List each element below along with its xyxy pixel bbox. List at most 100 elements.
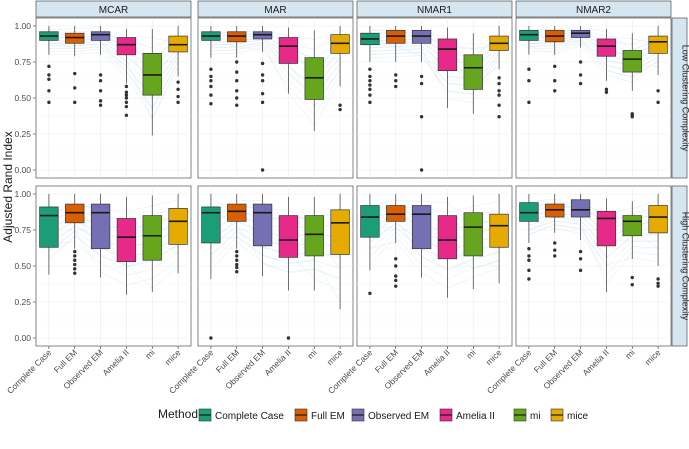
spaghetti-line	[48, 51, 179, 119]
box-full-em	[227, 194, 247, 274]
outlier-point	[527, 268, 531, 273]
box-iqr	[252, 203, 273, 247]
box-mice	[489, 26, 509, 119]
spaghetti-line	[210, 236, 341, 269]
outlier-point	[73, 100, 77, 105]
legend-label: Observed EM	[368, 411, 429, 422]
column-strip	[197, 0, 354, 18]
box-observed-em	[90, 194, 111, 278]
outlier-point	[656, 284, 660, 288]
outlier-point	[497, 93, 501, 97]
x-tick-label: Amelia II	[421, 347, 451, 377]
outlier-point	[578, 257, 583, 261]
x-tick-label: mi	[305, 347, 318, 360]
x-tick-label: mice	[325, 347, 345, 367]
outlier-point	[235, 262, 239, 267]
facet-panel	[35, 185, 192, 347]
box-observed-em	[570, 26, 591, 86]
y-tick-label: 0.50	[14, 93, 31, 103]
box-full-em	[386, 26, 406, 89]
outlier-point	[260, 91, 265, 96]
outlier-point	[527, 100, 531, 105]
box-iqr	[330, 209, 350, 255]
legend-label: mi	[530, 411, 541, 422]
outlier-point	[527, 67, 531, 71]
outlier-point	[656, 277, 660, 281]
box-full-em	[545, 194, 565, 258]
outlier-point	[235, 79, 239, 83]
outlier-point	[630, 275, 634, 280]
legend-label: mice	[567, 411, 589, 422]
box-observed-em	[570, 194, 591, 273]
y-tick-label: 1.00	[14, 21, 31, 31]
outlier-point	[235, 265, 239, 270]
box-complete-case	[201, 26, 221, 106]
row-strip	[671, 17, 688, 179]
box-mi	[142, 195, 162, 292]
spaghetti-line	[210, 46, 341, 117]
outlier-point	[98, 73, 103, 77]
outlier-point	[394, 278, 398, 283]
outlier-point	[73, 271, 77, 275]
box-complete-case	[519, 194, 539, 281]
outlier-point	[527, 79, 531, 83]
box-iqr	[90, 203, 111, 250]
y-tick-label: 0.00	[14, 165, 31, 175]
outlier-point	[394, 79, 398, 83]
outlier-point	[527, 254, 531, 258]
legend-item: Complete Case	[198, 408, 284, 422]
outlier-point	[124, 113, 129, 117]
outlier-point	[368, 83, 372, 87]
outlier-point	[553, 254, 557, 258]
spaghetti-line	[48, 30, 179, 44]
outlier-point	[209, 336, 213, 340]
box-mi	[304, 30, 324, 132]
box-observed-em	[252, 26, 273, 172]
column-strip	[35, 0, 192, 18]
outlier-point	[656, 281, 660, 285]
box-iqr	[201, 206, 221, 244]
box-amelia-ii	[596, 28, 617, 94]
spaghetti-line	[210, 39, 341, 108]
box-full-em	[386, 194, 406, 288]
outlier-point	[630, 283, 634, 287]
box-mi	[142, 28, 162, 136]
outlier-point	[124, 100, 129, 105]
box-iqr	[437, 215, 458, 260]
outlier-point	[235, 258, 239, 262]
spaghetti-line	[48, 49, 179, 109]
outlier-point	[368, 67, 372, 71]
legend-item: Observed EM	[351, 408, 429, 422]
y-tick-label: 0.25	[14, 297, 31, 307]
spaghetti-line	[528, 27, 659, 51]
facet-panel	[197, 185, 354, 347]
box-full-em	[65, 194, 85, 275]
facet-panel	[197, 17, 354, 179]
box-iqr	[90, 31, 111, 41]
outlier-point	[368, 74, 372, 79]
box-observed-em	[90, 26, 111, 107]
box-complete-case	[201, 194, 221, 340]
spaghetti-line	[210, 225, 341, 280]
outlier-point	[260, 61, 265, 66]
legend-label: Amelia II	[456, 411, 495, 422]
box-mice	[330, 26, 350, 112]
outlier-point	[497, 89, 501, 93]
box-mice	[330, 194, 350, 310]
box-mice	[648, 26, 668, 105]
box-observed-em	[411, 194, 432, 278]
outlier-point	[209, 84, 213, 89]
box-observed-em	[252, 194, 273, 277]
box-complete-case	[360, 26, 380, 105]
outlier-point	[394, 84, 398, 89]
y-tick-label: 0.00	[14, 333, 31, 343]
legend-item: mi	[513, 408, 541, 422]
box-iqr	[411, 205, 432, 250]
spaghetti-line	[528, 224, 659, 276]
box-amelia-ii	[437, 27, 458, 109]
outlier-point	[394, 284, 398, 288]
legend-item: Amelia II	[439, 408, 495, 422]
spaghetti-line	[528, 224, 659, 267]
outlier-point	[98, 89, 103, 93]
panels-layer	[35, 17, 672, 347]
